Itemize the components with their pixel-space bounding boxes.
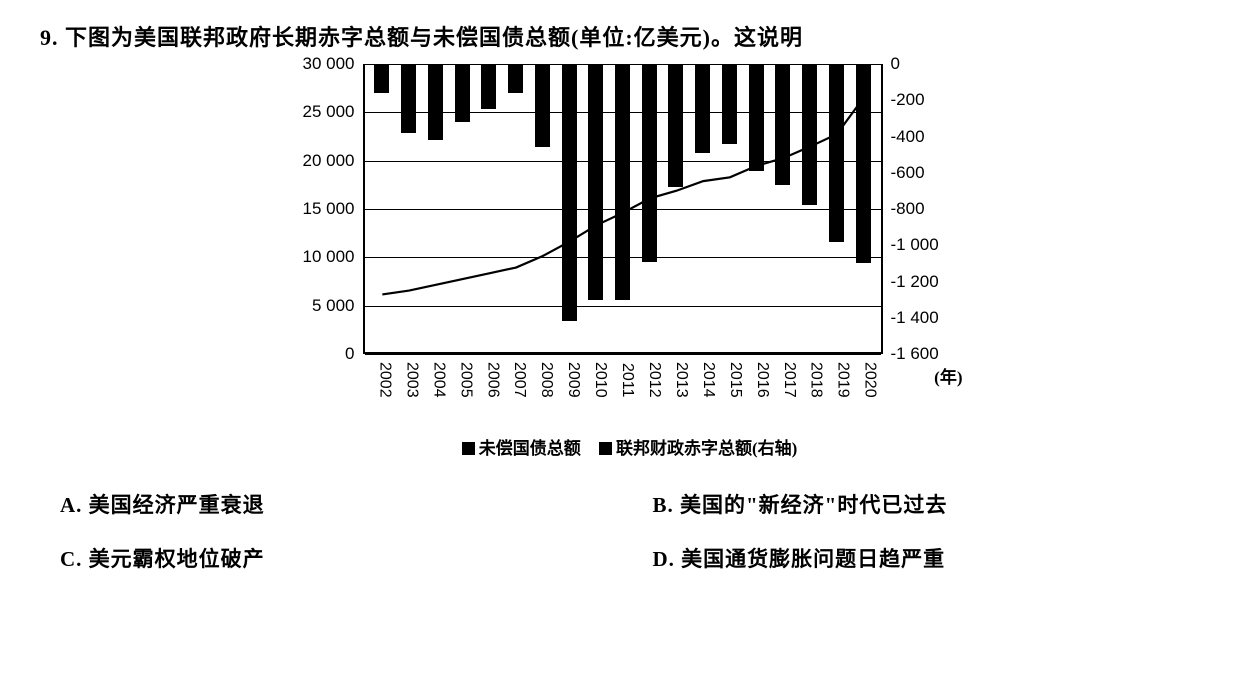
x-tick-label: 2004 — [420, 362, 447, 398]
option-b[interactable]: B. 美国的"新经济"时代已过去 — [653, 489, 1186, 519]
option-c-text: 美元霸权地位破产 — [89, 547, 265, 571]
x-tick-label: 2019 — [825, 362, 852, 398]
y-left-tick: 20 000 — [283, 151, 355, 171]
chart-plot: 05 00010 00015 00020 00025 00030 000 0-2… — [283, 64, 963, 394]
x-tick-label: 2013 — [663, 362, 690, 398]
y-left-tick: 5 000 — [283, 296, 355, 316]
question-number: 9. — [40, 25, 59, 50]
option-d-text: 美国通货膨胀问题日趋严重 — [681, 547, 945, 571]
option-c[interactable]: C. 美元霸权地位破产 — [60, 543, 593, 573]
gridline — [365, 354, 881, 355]
y-right-tick: -400 — [891, 127, 963, 147]
legend-label-deficit: 联邦财政赤字总额(右轴) — [616, 439, 797, 458]
x-tick-label: 2006 — [474, 362, 501, 398]
y-right-tick: -800 — [891, 199, 963, 219]
x-tick-label: 2011 — [609, 362, 636, 398]
legend-swatch-deficit — [599, 442, 612, 455]
y-right-tick: -1 200 — [891, 272, 963, 292]
debt-line — [365, 64, 881, 352]
gridline — [365, 112, 881, 113]
question-stem: 下图为美国联邦政府长期赤字总额与未偿国债总额(单位:亿美元)。这说明 — [65, 25, 803, 50]
x-axis-unit: (年) — [934, 363, 962, 388]
legend-swatch-debt — [462, 442, 475, 455]
gridline — [365, 209, 881, 210]
x-tick-label: 2014 — [690, 362, 717, 398]
answer-options: A. 美国经济严重衰退 B. 美国的"新经济"时代已过去 C. 美元霸权地位破产… — [40, 489, 1205, 573]
option-b-text: 美国的"新经济"时代已过去 — [680, 493, 947, 517]
legend-label-debt: 未偿国债总额 — [479, 439, 581, 458]
option-a[interactable]: A. 美国经济严重衰退 — [60, 489, 593, 519]
y-right-tick: -1 600 — [891, 344, 963, 364]
x-tick-label: 2017 — [771, 362, 798, 398]
gridline — [365, 161, 881, 162]
x-tick-label: 2010 — [582, 362, 609, 398]
chart-container: 05 00010 00015 00020 00025 00030 000 0-2… — [283, 64, 963, 459]
x-axis-labels: 2002200320042005200620072008200920102011… — [363, 362, 883, 398]
question-title: 9. 下图为美国联邦政府长期赤字总额与未偿国债总额(单位:亿美元)。这说明 — [40, 20, 1205, 52]
y-left-tick: 25 000 — [283, 102, 355, 122]
chart-legend: 未偿国债总额 联邦财政赤字总额(右轴) — [283, 434, 963, 459]
gridline — [365, 64, 881, 65]
y-right-tick: -600 — [891, 163, 963, 183]
x-tick-label: 2003 — [393, 362, 420, 398]
x-tick-label: 2007 — [501, 362, 528, 398]
x-tick-label: 2018 — [798, 362, 825, 398]
x-tick-label: 2012 — [636, 362, 663, 398]
gridline — [365, 306, 881, 307]
x-tick-label: 2008 — [528, 362, 555, 398]
x-tick-label: 2002 — [367, 362, 394, 398]
y-right-tick: 0 — [891, 54, 963, 74]
y-left-tick: 15 000 — [283, 199, 355, 219]
x-tick-label: 2005 — [447, 362, 474, 398]
y-left-tick: 30 000 — [283, 54, 355, 74]
x-tick-label: 2020 — [852, 362, 879, 398]
y-right-tick: -200 — [891, 90, 963, 110]
y-right-tick: -1 000 — [891, 235, 963, 255]
x-tick-label: 2015 — [717, 362, 744, 398]
x-tick-label: 2009 — [555, 362, 582, 398]
y-left-tick: 10 000 — [283, 247, 355, 267]
x-tick-label: 2016 — [744, 362, 771, 398]
y-right-tick: -1 400 — [891, 308, 963, 328]
option-a-text: 美国经济严重衰退 — [89, 493, 265, 517]
y-left-tick: 0 — [283, 344, 355, 364]
gridline — [365, 257, 881, 258]
option-d[interactable]: D. 美国通货膨胀问题日趋严重 — [653, 543, 1186, 573]
plot-area — [363, 64, 883, 354]
